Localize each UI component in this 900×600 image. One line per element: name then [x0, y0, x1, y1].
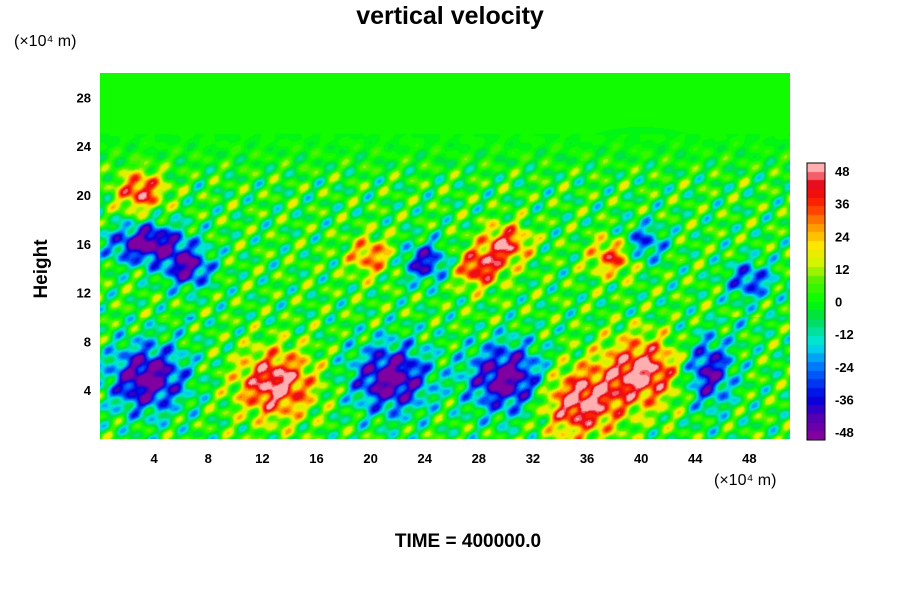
colorbar-tick-label: -48	[835, 425, 854, 440]
x-tick-label: 32	[526, 451, 540, 466]
x-tick-label: 36	[580, 451, 594, 466]
x-tick-label: 40	[634, 451, 648, 466]
colorbar-tick-label: -24	[835, 360, 855, 375]
x-tick-label: 44	[688, 451, 703, 466]
x-tick-label: 8	[205, 451, 212, 466]
y-tick-label: 4	[84, 383, 92, 398]
colorbar-tick-label: 36	[835, 197, 849, 212]
x-tick-label: 16	[309, 451, 323, 466]
colorbar-frame	[806, 162, 826, 441]
colorbar-tick-label: -36	[835, 392, 854, 407]
colorbar-ticks: 48 36 24 12 0 -12 -24 -36 -48	[835, 164, 855, 440]
colorbar-tick-label: 0	[835, 295, 842, 310]
heatmap-field	[100, 73, 790, 439]
time-label: TIME = 400000.0	[394, 531, 542, 552]
y-tick-label: 8	[84, 334, 91, 349]
colorbar-tick-label: 48	[835, 164, 849, 179]
x-tick-label: 20	[363, 451, 377, 466]
y-axis-unit: (×10⁴ m)	[14, 33, 77, 50]
y-tick-label: 28	[77, 90, 91, 105]
colorbar-tick-label: -12	[835, 327, 854, 342]
x-tick-label: 28	[472, 451, 486, 466]
y-tick-label: 12	[77, 286, 91, 301]
x-tick-label: 12	[255, 451, 269, 466]
x-axis-ticks: 4 8 12 16 20 24 28 32 36 40 44 48	[151, 451, 757, 466]
y-tick-label: 24	[77, 139, 92, 154]
chart-title: vertical velocity	[356, 2, 544, 30]
colorbar-tick-label: 24	[835, 229, 850, 244]
x-tick-label: 24	[417, 451, 432, 466]
x-axis-unit: (×10⁴ m)	[714, 472, 777, 489]
x-tick-label: 48	[742, 451, 756, 466]
y-tick-label: 16	[77, 237, 91, 252]
y-axis-ticks: 4 8 12 16 20 24 28	[77, 90, 92, 398]
x-tick-label: 4	[151, 451, 159, 466]
colorbar-tick-label: 12	[835, 262, 849, 277]
colorbar	[807, 163, 825, 440]
y-tick-label: 20	[77, 188, 91, 203]
